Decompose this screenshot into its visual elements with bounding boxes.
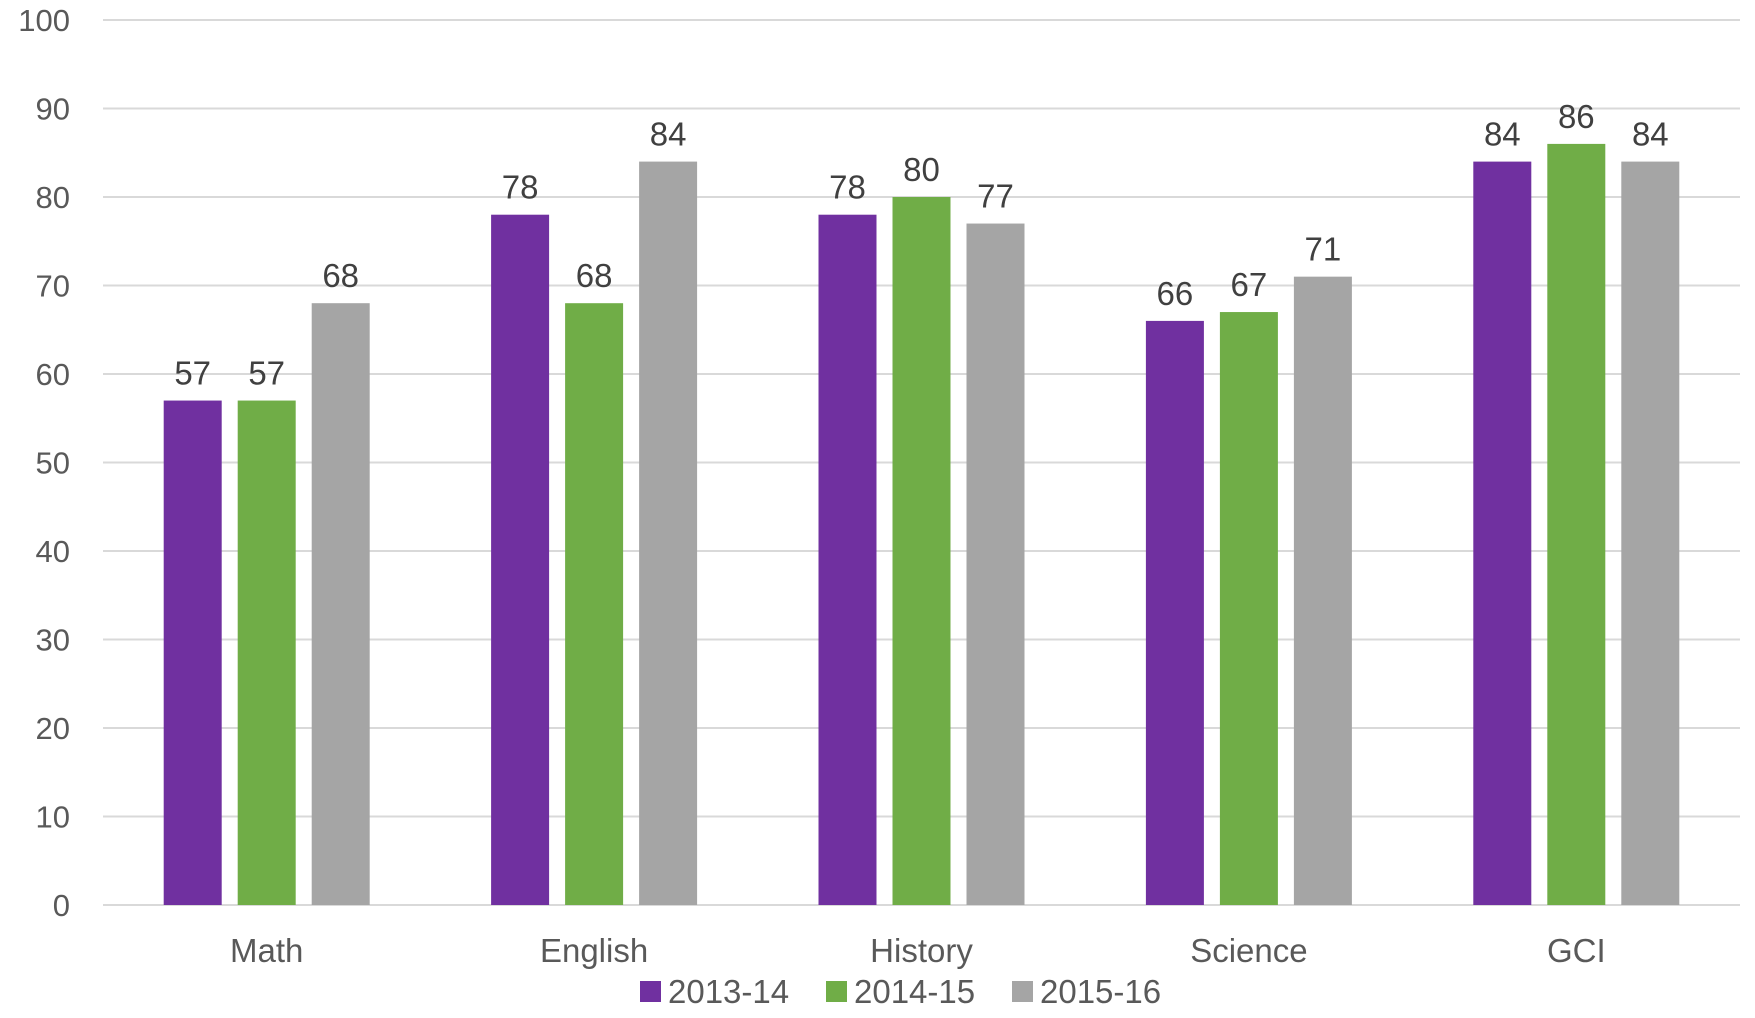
y-tick-label: 100 bbox=[18, 3, 70, 38]
x-axis-category-labels: Math English History Science GCI bbox=[230, 932, 1606, 969]
data-label: 68 bbox=[576, 257, 613, 294]
x-category-label: GCI bbox=[1547, 932, 1606, 969]
legend-label: 2014-15 bbox=[854, 973, 975, 1010]
data-label: 66 bbox=[1157, 275, 1194, 312]
legend-item: 2013-14 bbox=[640, 973, 789, 1010]
data-labels: 57 57 68 78 68 84 78 80 77 66 67 71 84 86 84 bbox=[174, 98, 1668, 392]
legend-item: 2015-16 bbox=[1012, 973, 1161, 1010]
bar-english-2013-14 bbox=[491, 214, 550, 905]
bar-gci-2014-15 bbox=[1547, 143, 1606, 905]
bar-history-2015-16 bbox=[966, 223, 1025, 906]
data-label: 78 bbox=[502, 169, 539, 206]
x-category-label: English bbox=[540, 932, 648, 969]
data-label: 86 bbox=[1558, 98, 1595, 135]
bar-history-2014-15 bbox=[892, 197, 951, 905]
bar-math-2014-15 bbox=[237, 400, 296, 905]
legend-swatch bbox=[1012, 981, 1033, 1002]
data-label: 84 bbox=[1484, 116, 1521, 153]
bar-history-2013-14 bbox=[818, 214, 877, 905]
bar-science-2015-16 bbox=[1293, 276, 1352, 905]
legend-swatch bbox=[826, 981, 847, 1002]
data-label: 80 bbox=[903, 151, 940, 188]
bar-english-2014-15 bbox=[565, 303, 624, 905]
x-category-label: Math bbox=[230, 932, 303, 969]
bar-math-2015-16 bbox=[311, 303, 370, 905]
y-tick-label: 50 bbox=[36, 446, 70, 481]
y-tick-label: 70 bbox=[36, 269, 70, 304]
legend-label: 2015-16 bbox=[1040, 973, 1161, 1010]
bar-science-2014-15 bbox=[1219, 312, 1278, 905]
legend-label: 2013-14 bbox=[668, 973, 789, 1010]
bar-science-2013-14 bbox=[1145, 320, 1204, 905]
legend: 2013-14 2014-15 2015-16 bbox=[640, 973, 1161, 1010]
y-tick-label: 40 bbox=[36, 534, 70, 569]
bar-gci-2015-16 bbox=[1621, 161, 1680, 906]
data-label: 57 bbox=[174, 355, 211, 392]
y-tick-label: 30 bbox=[36, 623, 70, 658]
bar-english-2015-16 bbox=[639, 161, 698, 906]
bar-math-2013-14 bbox=[163, 400, 222, 905]
data-label: 84 bbox=[1632, 116, 1669, 153]
y-tick-label: 0 bbox=[53, 888, 70, 923]
legend-item: 2014-15 bbox=[826, 973, 975, 1010]
x-category-label: Science bbox=[1190, 932, 1307, 969]
y-axis-tick-labels: 0 10 20 30 40 50 60 70 80 90 100 bbox=[18, 3, 70, 923]
data-label: 84 bbox=[650, 116, 687, 153]
bar-gci-2013-14 bbox=[1473, 161, 1532, 906]
data-label: 68 bbox=[322, 257, 359, 294]
y-tick-label: 20 bbox=[36, 711, 70, 746]
x-category-label: History bbox=[870, 932, 973, 969]
data-label: 71 bbox=[1305, 231, 1342, 268]
legend-swatch bbox=[640, 981, 661, 1002]
data-label: 77 bbox=[977, 178, 1014, 215]
y-tick-label: 10 bbox=[36, 800, 70, 835]
bars bbox=[163, 143, 1680, 906]
data-label: 57 bbox=[248, 355, 285, 392]
y-tick-label: 80 bbox=[36, 180, 70, 215]
y-tick-label: 90 bbox=[36, 92, 70, 127]
data-label: 78 bbox=[829, 169, 866, 206]
data-label: 67 bbox=[1231, 266, 1268, 303]
y-tick-label: 60 bbox=[36, 357, 70, 392]
